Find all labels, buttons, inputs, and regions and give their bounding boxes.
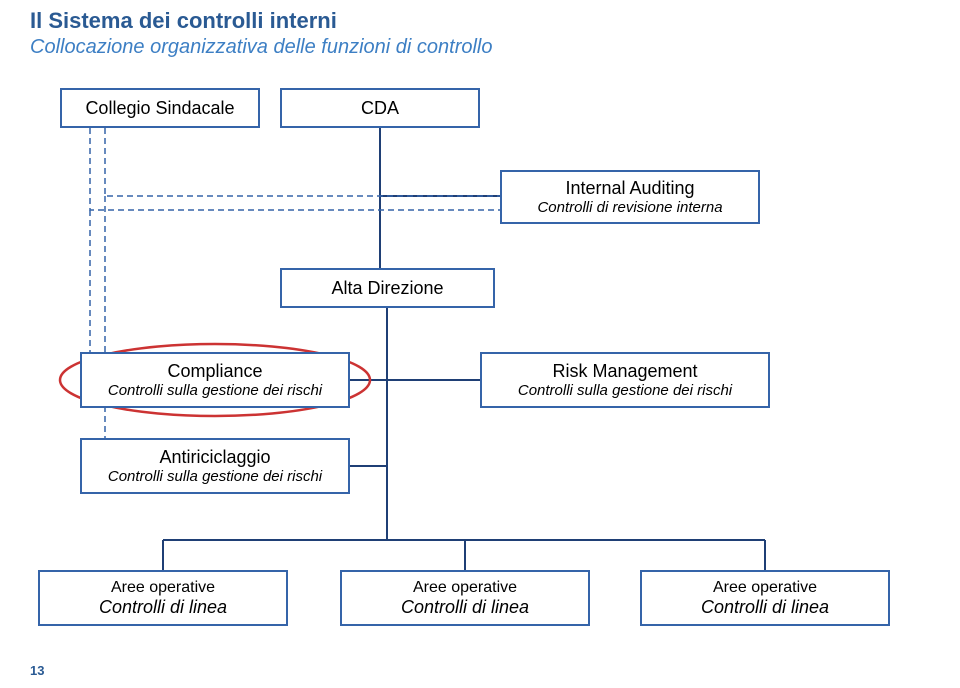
box-collegio-sindacale: Collegio Sindacale <box>60 88 260 128</box>
box-compliance: Compliance Controlli sulla gestione dei … <box>80 352 350 408</box>
box-subtitle: Controlli di linea <box>701 597 829 618</box>
box-title: Aree operative <box>111 579 215 597</box>
box-aree-operative-2: Aree operative Controlli di linea <box>340 570 590 626</box>
box-subtitle: Controlli di linea <box>401 597 529 618</box>
box-subtitle: Controlli sulla gestione dei rischi <box>108 382 322 399</box>
box-title: Risk Management <box>552 361 697 382</box>
box-title: Internal Auditing <box>565 178 694 199</box>
box-title: Compliance <box>167 361 262 382</box>
box-cda: CDA <box>280 88 480 128</box>
box-subtitle: Controlli di linea <box>99 597 227 618</box>
page-number: 13 <box>30 663 44 678</box>
box-title: Aree operative <box>413 579 517 597</box>
box-aree-operative-3: Aree operative Controlli di linea <box>640 570 890 626</box>
box-alta-direzione: Alta Direzione <box>280 268 495 308</box>
box-risk-management: Risk Management Controlli sulla gestione… <box>480 352 770 408</box>
page-title: Il Sistema dei controlli interni <box>30 8 337 34</box>
page-subtitle: Collocazione organizzativa delle funzion… <box>30 36 493 59</box>
box-antiriciclaggio: Antiriciclaggio Controlli sulla gestione… <box>80 438 350 494</box>
box-internal-auditing: Internal Auditing Controlli di revisione… <box>500 170 760 224</box>
box-subtitle: Controlli sulla gestione dei rischi <box>518 382 732 399</box>
box-label: Collegio Sindacale <box>85 98 234 119</box>
box-subtitle: Controlli sulla gestione dei rischi <box>108 468 322 485</box>
box-label: Alta Direzione <box>331 278 443 299</box>
box-label: CDA <box>361 98 399 119</box>
box-subtitle: Controlli di revisione interna <box>537 199 722 216</box>
box-title: Aree operative <box>713 579 817 597</box>
box-aree-operative-1: Aree operative Controlli di linea <box>38 570 288 626</box>
box-title: Antiriciclaggio <box>159 447 270 468</box>
